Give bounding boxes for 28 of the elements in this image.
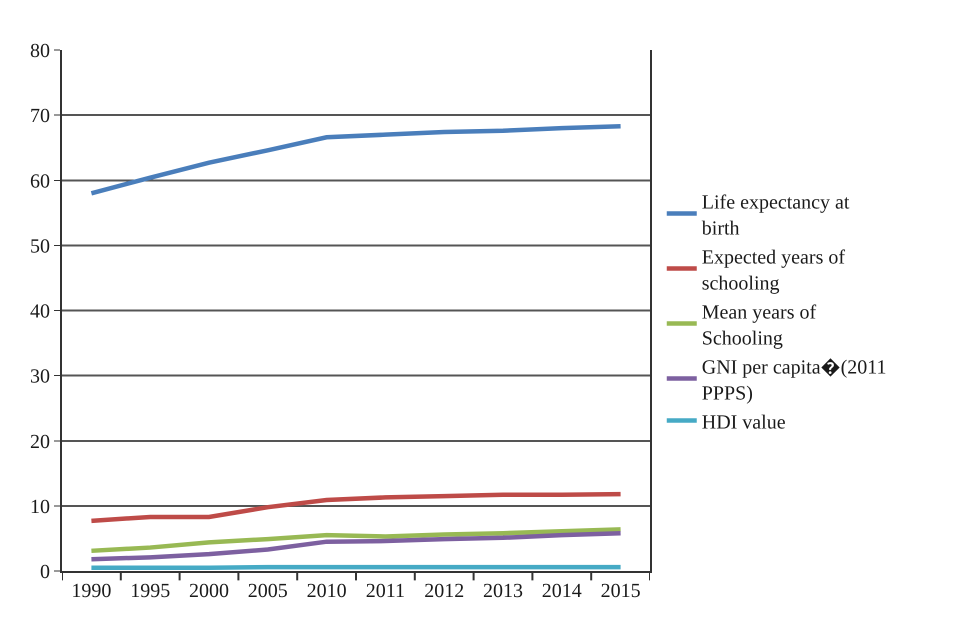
x-tick-label: 2012 <box>424 580 464 602</box>
y-tick-label: 20 <box>30 430 50 453</box>
x-tick-label: 2005 <box>248 580 288 602</box>
x-tick-label: 2000 <box>189 580 229 602</box>
x-tick-label: 1990 <box>71 580 112 602</box>
line-series <box>89 492 623 524</box>
y-tick-label: 10 <box>30 496 50 518</box>
legend-label: Expected years of schooling <box>702 246 846 294</box>
legend-label: GNI per capita�(2011 PPPS) <box>702 356 887 404</box>
line-series <box>89 527 623 554</box>
line-series <box>89 530 623 562</box>
x-tick-label: 1995 <box>130 580 170 602</box>
y-tick-label: 0 <box>40 561 50 583</box>
y-tick-label: 40 <box>30 300 50 322</box>
y-tick-label: 70 <box>30 105 50 128</box>
x-tick-label: 2015 <box>600 580 641 602</box>
x-tick-label: 2013 <box>483 580 523 602</box>
line-series <box>89 124 623 196</box>
legend-label: HDI value <box>702 411 786 434</box>
x-tick-label: 2011 <box>366 580 406 602</box>
y-tick-label: 80 <box>30 40 50 62</box>
legend-label: Mean years of Schooling <box>702 301 816 350</box>
x-tick-label: 2014 <box>542 580 582 602</box>
x-tick-label: 2010 <box>306 580 347 602</box>
y-tick-label: 30 <box>30 366 50 388</box>
legend-label: Life expectancy at birth <box>702 191 850 240</box>
y-tick-label: 60 <box>30 170 50 192</box>
y-tick-label: 50 <box>30 235 50 258</box>
